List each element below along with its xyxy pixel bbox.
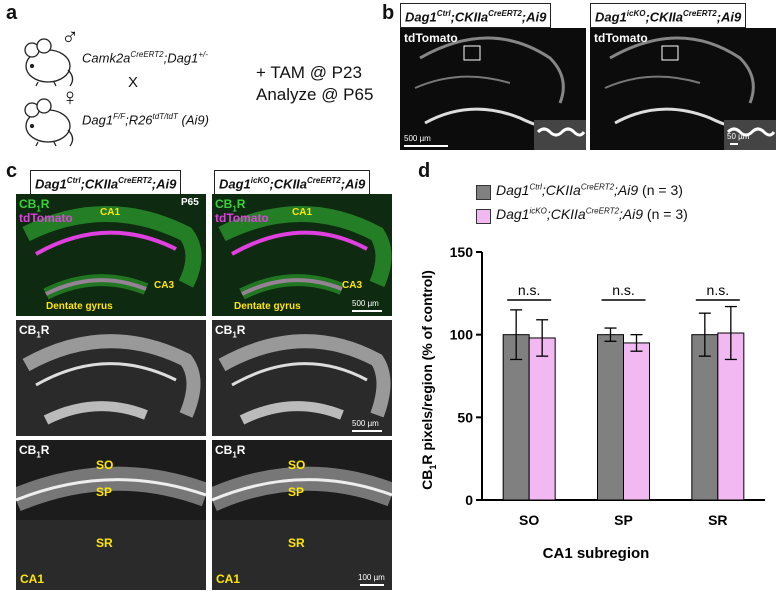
so-label-icko: SO [288,458,306,472]
significance-label: n.s. [518,282,541,298]
male-genotype: Camk2aCreERT2;Dag1+/- [82,50,208,66]
legend-item-ctrl: Dag1Ctrl;CKIIaCreERT2;Ai9 (n = 3) [476,182,776,206]
male-symbol: ♂ [61,24,79,51]
tdtomato-label-icko: tdTomato [594,31,648,45]
scale-bar-50um [730,143,738,145]
cb1r-image-ctrl: CB1R [16,320,206,436]
genotype-label-icko-b: Dag1icKO;CKIIaCreERT2;Ai9 [590,3,747,29]
sr-label-icko: SR [288,536,305,550]
y-axis-label: CB1R pixels/region (% of control) [419,270,438,490]
significance-label: n.s. [707,282,730,298]
legend-label-ctrl: Dag1Ctrl;CKIIaCreERT2;Ai9 (n = 3) [496,182,683,198]
x-axis-label: CA1 subregion [543,545,650,562]
scale-text-100um: 100 µm [358,573,385,582]
scale-bar-500um-c1 [352,310,382,312]
bar [528,337,556,501]
ca1-zoom-label-icko: CA1 [216,572,241,586]
ca1-zoom-image-ctrl: CB1R SO SP SR CA1 [16,440,206,590]
sp-label-icko: SP [288,485,305,499]
scale-text-500um-c1: 500 µm [352,299,379,308]
tdtomato-image-ctrl: tdTomato [400,28,586,150]
legend-item-icko: Dag1icKO;CKIIaCreERT2;Ai9 (n = 3) [476,206,776,230]
scale-text-500um-c2: 500 µm [352,419,379,428]
x-tick-label: SO [519,512,539,528]
panel-label-d: d [418,160,431,182]
cb1r-label-zoom-ctrl: CB1R [19,443,50,460]
male-mouse-icon [24,38,74,87]
merge-image-ctrl: CB1R tdTomato P65 CA1 CA3 Dentate gyrus [16,194,206,316]
so-label-ctrl: SO [96,458,114,472]
scale-bar-500um-b [404,145,448,147]
dentate-label-icko: Dentate gyrus [234,301,301,312]
ca3-label-ctrl: CA3 [154,280,175,291]
female-symbol: ♀ [61,84,79,111]
female-genotype: Dag1F/F;R26tdT/tdT (Ai9) [82,112,209,128]
age-label: P65 [181,197,199,208]
legend-swatch-icko [476,209,491,224]
cb1r-label-merge-icko: CB1R [215,197,246,214]
scale-text-500um-b: 500 µm [404,134,431,143]
dentate-label-ctrl: Dentate gyrus [46,301,113,312]
ca1-zoom-label-ctrl: CA1 [20,572,45,586]
bar [691,334,719,501]
genotype-label-ctrl-b: Dag1Ctrl;CKIIaCreERT2;Ai9 [400,3,552,29]
ca1-label-icko: CA1 [292,207,313,218]
cb1r-label-gray-icko: CB1R [215,323,246,340]
cross-symbol: X [128,74,139,91]
significance-label: n.s. [612,282,635,298]
female-mouse-icon [24,98,74,147]
mice-illustration [24,38,74,147]
scale-text-50um: 50 µm [727,132,750,141]
genotype-label-icko-c: Dag1icKO;CKIIaCreERT2;Ai9 [214,170,371,196]
y-tick-label: 0 [465,492,473,508]
ca1-label-ctrl: CA1 [100,207,121,218]
bar [597,334,624,501]
tdtomato-label-merge-ctrl: tdTomato [19,211,73,225]
scale-bar-100um [360,584,384,586]
y-tick-label: 50 [457,409,473,425]
panel-label-c: c [6,160,18,182]
y-tick-label: 100 [450,327,474,343]
tdtomato-label-ctrl: tdTomato [404,31,458,45]
bar-chart: CB1R pixels/region (% of control) CA1 su… [419,244,765,562]
bar [623,342,650,501]
treatment-line-1: + TAM @ P23 [256,63,362,82]
y-tick-label: 150 [450,244,474,260]
treatment-line-2: Analyze @ P65 [256,85,374,104]
cb1r-label-gray-ctrl: CB1R [19,323,50,340]
cb1r-label-zoom-icko: CB1R [215,443,246,460]
cb1r-label-merge-ctrl: CB1R [19,197,50,214]
chart-legend: Dag1Ctrl;CKIIaCreERT2;Ai9 (n = 3) Dag1ic… [476,182,776,230]
x-tick-label: SP [614,512,633,528]
legend-swatch-ctrl [476,185,491,200]
tdtomato-label-merge-icko: tdTomato [215,211,269,225]
ca1-zoom-image-icko: CB1R SO SP SR CA1 100 µm [212,440,392,590]
genotype-label-ctrl-c: Dag1Ctrl;CKIIaCreERT2;Ai9 [30,170,182,196]
sp-label-ctrl: SP [96,485,113,499]
tdtomato-image-icko: tdTomato 50 µm [590,28,776,150]
sr-label-ctrl: SR [96,536,113,550]
ca3-label-icko: CA3 [342,280,363,291]
panel-label-b: b [382,2,395,24]
merge-image-icko: CB1R tdTomato CA1 CA3 Dentate gyrus 500 … [212,194,392,316]
panel-label-a: a [6,2,18,24]
cb1r-image-icko: CB1R 500 µm [212,320,392,436]
bar [717,332,745,501]
legend-label-icko: Dag1icKO;CKIIaCreERT2;Ai9 (n = 3) [496,206,688,222]
scale-bar-500um-c2 [352,430,382,432]
x-tick-label: SR [708,512,727,528]
treatment-text: + TAM @ P23 Analyze @ P65 [256,62,373,106]
